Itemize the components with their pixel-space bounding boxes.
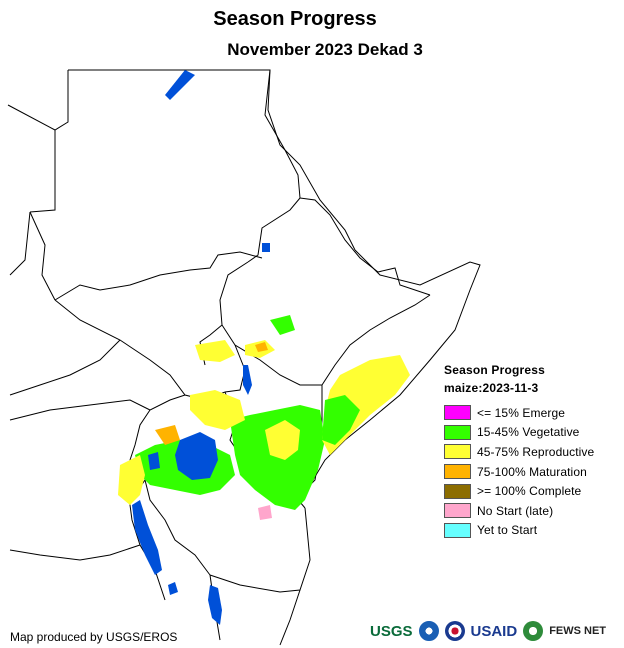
- border-sudan-north: [68, 69, 301, 199]
- legend-item-yet-to-start: Yet to Start: [444, 521, 614, 541]
- border-eritrea-ethiopia: [299, 197, 379, 273]
- border-zambia: [9, 544, 141, 561]
- border-mozambique: [279, 589, 301, 646]
- region-reproductive-ethiopia-southwest: [195, 340, 235, 362]
- legend-swatch: [444, 444, 471, 460]
- lake-tana: [262, 243, 270, 252]
- legend-item-no-start: No Start (late): [444, 501, 614, 521]
- usgs-logo: USGS: [370, 622, 413, 640]
- region-vegetative-ethiopia-small: [270, 315, 295, 335]
- border-drc-uganda: [129, 394, 186, 461]
- lake-nasser: [165, 70, 195, 100]
- usaid-logo: USAID: [470, 622, 518, 640]
- lake-malawi: [208, 585, 222, 625]
- border-tanzania-west: [144, 479, 211, 576]
- region-reproductive-west: [118, 455, 145, 505]
- border-ethiopia-south: [219, 261, 322, 386]
- region-reproductive-kenya: [265, 420, 300, 460]
- noaa-seal-icon: [418, 621, 439, 641]
- water-bodies: [132, 70, 270, 625]
- region-vegetative-somalia: [322, 395, 360, 445]
- border-ethiopia-somalia: [321, 294, 431, 386]
- region-maturation-ethiopia: [255, 342, 268, 352]
- fews-net-globe-icon: [523, 621, 544, 641]
- legend-item-maturation: 75-100% Maturation: [444, 462, 614, 482]
- legend-label: <= 15% Emerge: [477, 405, 566, 420]
- lake-albert: [148, 452, 160, 470]
- border-ethiopia-kenya: [224, 344, 246, 393]
- border-red-sea-coast: [267, 69, 356, 251]
- country-borders: [7, 69, 481, 646]
- legend-label: 45-75% Reproductive: [477, 444, 595, 459]
- legend-label: >= 100% Complete: [477, 484, 582, 499]
- border-tanzania-south: [209, 507, 311, 593]
- legend-label: No Start (late): [477, 503, 554, 518]
- legend-label: 75-100% Maturation: [477, 464, 587, 479]
- legend-item-emerge: <= 15% Emerge: [444, 403, 614, 423]
- season-progress-regions: [118, 315, 410, 520]
- legend: Season Progress maize:2023-11-3 <= 15% E…: [444, 361, 614, 540]
- region-nostart-tanzania: [258, 505, 272, 520]
- border-chad-sudan: [9, 211, 31, 276]
- border-sudan-west: [29, 211, 56, 301]
- border-sudan-southsudan: [54, 251, 263, 301]
- border-egypt-sudan: [29, 130, 56, 213]
- map-subtitle: November 2023 Dekad 3: [227, 40, 423, 59]
- legend-item-complete: >= 100% Complete: [444, 481, 614, 501]
- lake-turkana: [243, 365, 252, 395]
- partner-logos: USGS USAID FEWS NET: [370, 618, 606, 644]
- legend-swatch: [444, 464, 471, 480]
- legend-label: 15-45% Vegetative: [477, 425, 580, 440]
- map-credit: Map produced by USGS/EROS: [10, 630, 178, 644]
- fews-net-logo: FEWS NET: [549, 625, 607, 637]
- legend-swatch: [444, 503, 471, 519]
- border-drc-north: [9, 399, 151, 421]
- usda-seal-icon: [444, 621, 465, 641]
- legend-item-reproductive: 45-75% Reproductive: [444, 442, 614, 462]
- legend-title: Season Progress: [444, 363, 546, 377]
- legend-swatch: [444, 522, 471, 538]
- legend-swatch: [444, 405, 471, 421]
- legend-label: Yet to Start: [477, 523, 538, 538]
- border-djibouti: [377, 267, 431, 296]
- lake-rukwa: [168, 582, 178, 595]
- region-maturation-uganda: [155, 425, 180, 445]
- lake-victoria: [175, 432, 218, 480]
- region-reproductive-north-uganda: [190, 390, 245, 430]
- legend-subtitle: maize:2023-11-3: [444, 381, 539, 395]
- lake-tanganyika: [132, 500, 162, 575]
- border-car: [9, 339, 121, 396]
- legend-swatch: [444, 483, 471, 499]
- legend-item-vegetative: 15-45% Vegetative: [444, 423, 614, 443]
- map-title: Season Progress: [213, 8, 377, 30]
- legend-swatch: [444, 424, 471, 440]
- border-egypt-libya: [7, 70, 69, 131]
- border-sudan-ethiopia: [247, 197, 301, 263]
